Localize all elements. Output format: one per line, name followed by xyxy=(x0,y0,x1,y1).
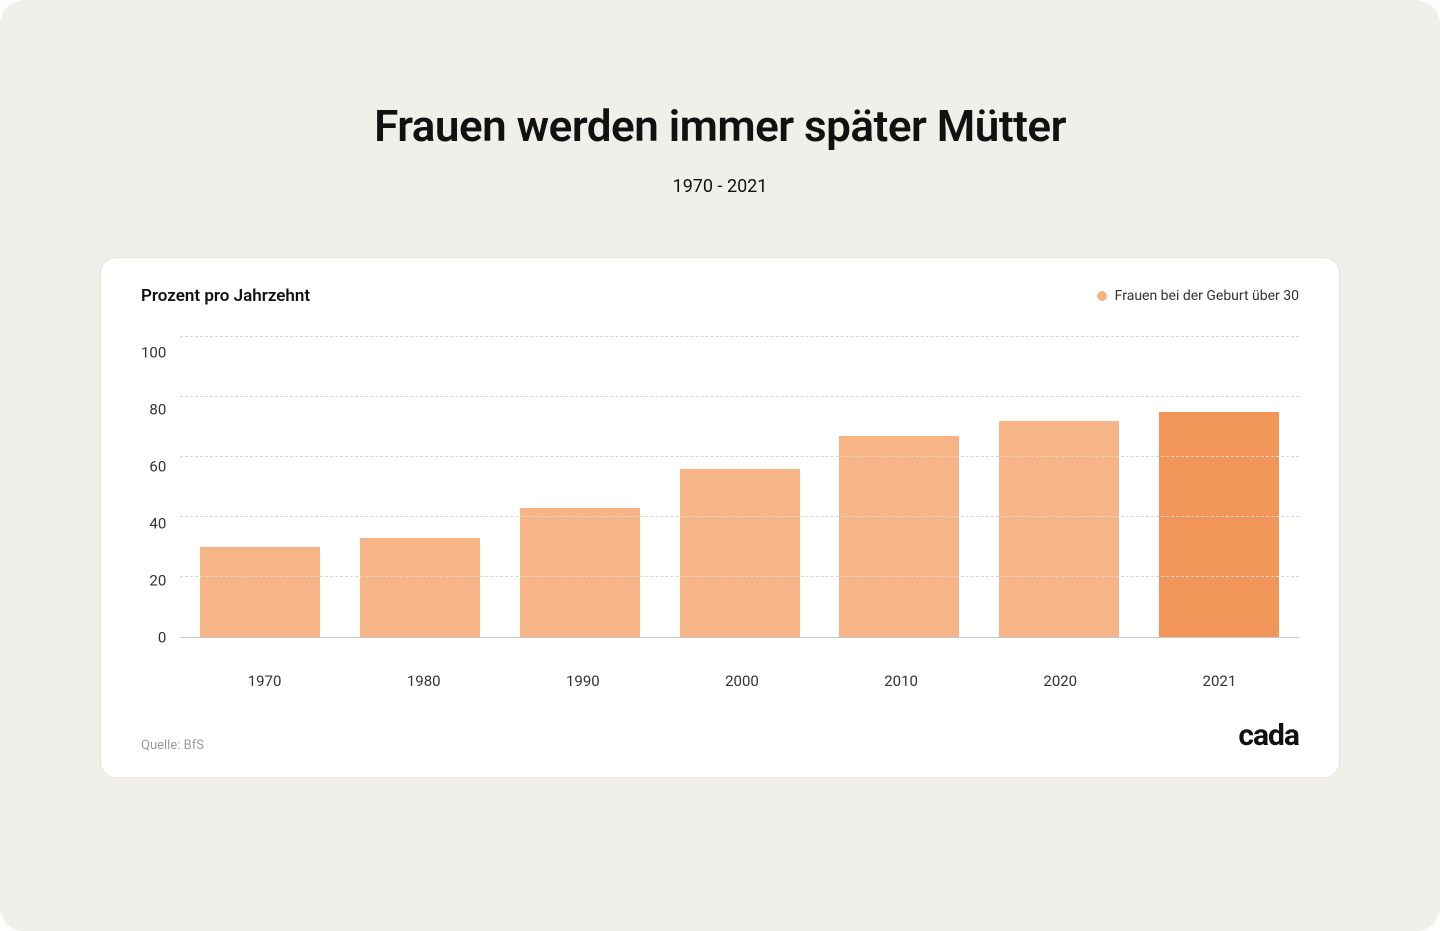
x-axis: 1970 1980 1990 2000 2010 2020 2021 xyxy=(185,672,1299,690)
plot: 100 80 60 40 20 0 xyxy=(141,338,1299,658)
x-tick-label: 1980 xyxy=(364,672,484,690)
bar xyxy=(1159,412,1279,637)
plot-area xyxy=(180,338,1299,638)
page-subtitle: 1970 - 2021 xyxy=(100,176,1340,197)
y-tick: 20 xyxy=(149,574,166,589)
bar-column xyxy=(999,421,1119,637)
bar-column xyxy=(200,547,320,637)
gridline xyxy=(180,396,1299,397)
gridline xyxy=(180,336,1299,337)
brand-logo: cada xyxy=(1238,718,1299,753)
page-canvas: Frauen werden immer später Mütter 1970 -… xyxy=(0,0,1440,931)
x-tick-label: 2000 xyxy=(682,672,802,690)
legend-label: Frauen bei der Geburt über 30 xyxy=(1115,288,1299,304)
chart-card: Prozent pro Jahrzehnt Frauen bei der Geb… xyxy=(100,257,1340,778)
y-tick: 60 xyxy=(149,460,166,475)
page-title: Frauen werden immer später Mütter xyxy=(100,100,1340,152)
bar xyxy=(200,547,320,637)
y-tick: 80 xyxy=(149,403,166,418)
bar xyxy=(999,421,1119,637)
bar-column xyxy=(520,508,640,637)
gridline xyxy=(180,516,1299,517)
x-tick-label: 1990 xyxy=(523,672,643,690)
bar xyxy=(839,436,959,637)
x-tick-label: 2020 xyxy=(1000,672,1120,690)
gridline xyxy=(180,576,1299,577)
bar xyxy=(520,508,640,637)
y-tick: 0 xyxy=(158,631,166,646)
bar-column xyxy=(680,469,800,637)
legend: Frauen bei der Geburt über 30 xyxy=(1097,288,1299,304)
bar xyxy=(360,538,480,637)
source-text: Quelle: BfS xyxy=(141,738,204,753)
bars-container xyxy=(180,338,1299,637)
y-tick: 40 xyxy=(149,517,166,532)
bar xyxy=(680,469,800,637)
card-footer: Quelle: BfS cada xyxy=(141,718,1299,753)
y-tick: 100 xyxy=(141,346,166,361)
bar-column xyxy=(360,538,480,637)
bar-column xyxy=(1159,412,1279,637)
card-header: Prozent pro Jahrzehnt Frauen bei der Geb… xyxy=(141,286,1299,306)
x-tick-label: 2021 xyxy=(1159,672,1279,690)
x-tick-label: 2010 xyxy=(841,672,961,690)
y-axis-title: Prozent pro Jahrzehnt xyxy=(141,286,310,306)
bar-column xyxy=(839,436,959,637)
legend-dot-icon xyxy=(1097,291,1107,301)
y-axis: 100806040200 xyxy=(141,338,180,638)
gridline xyxy=(180,456,1299,457)
x-tick-label: 1970 xyxy=(205,672,325,690)
